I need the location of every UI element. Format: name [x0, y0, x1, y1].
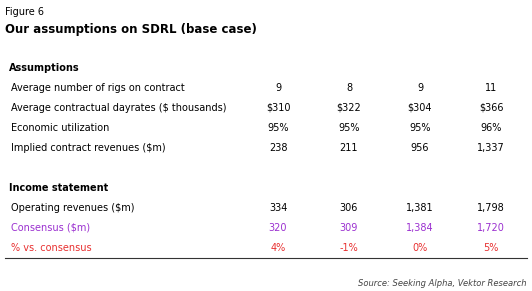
Text: 8: 8: [346, 83, 352, 93]
Text: Figure 6: Figure 6: [5, 7, 44, 17]
Text: 238: 238: [269, 143, 287, 153]
Text: Average number of rigs on contract: Average number of rigs on contract: [11, 83, 185, 93]
Text: Economic utilization: Economic utilization: [11, 123, 110, 133]
Text: $322: $322: [337, 103, 361, 113]
Text: 11: 11: [485, 83, 497, 93]
Text: Average contractual dayrates ($ thousands): Average contractual dayrates ($ thousand…: [11, 103, 227, 113]
Text: 956: 956: [411, 143, 429, 153]
Text: Income statement: Income statement: [9, 183, 108, 193]
Text: 309: 309: [340, 223, 358, 233]
Text: 9: 9: [275, 83, 281, 93]
Text: Our assumptions on SDRL (base case): Our assumptions on SDRL (base case): [5, 22, 257, 36]
Text: Source: Seeking Alpha, Vektor Research: Source: Seeking Alpha, Vektor Research: [359, 279, 527, 288]
Text: 1,720: 1,720: [477, 223, 505, 233]
Text: 1,384: 1,384: [406, 223, 434, 233]
Text: 211: 211: [340, 143, 358, 153]
Text: Assumptions: Assumptions: [9, 63, 80, 73]
Text: 1,381: 1,381: [406, 203, 434, 213]
Text: 9: 9: [417, 83, 423, 93]
Text: Operating revenues ($m): Operating revenues ($m): [11, 203, 135, 213]
Text: 306: 306: [340, 203, 358, 213]
Text: -1%: -1%: [339, 243, 359, 253]
Text: Consensus ($m): Consensus ($m): [11, 223, 90, 233]
Text: 2024F: 2024F: [402, 43, 438, 53]
Text: 4%: 4%: [270, 243, 286, 253]
Text: $366: $366: [479, 103, 503, 113]
Text: 95%: 95%: [267, 123, 289, 133]
Text: 0%: 0%: [412, 243, 428, 253]
Text: 1,798: 1,798: [477, 203, 505, 213]
Text: 2025F: 2025F: [473, 43, 509, 53]
Text: $310: $310: [266, 103, 290, 113]
Text: 320: 320: [269, 223, 287, 233]
Text: 95%: 95%: [409, 123, 431, 133]
Text: 96%: 96%: [480, 123, 502, 133]
Text: 3Q24F: 3Q24F: [259, 43, 297, 53]
Text: 4Q24F: 4Q24F: [330, 43, 368, 53]
Text: $304: $304: [408, 103, 432, 113]
Text: 334: 334: [269, 203, 287, 213]
Text: 5%: 5%: [484, 243, 499, 253]
Text: % vs. consensus: % vs. consensus: [11, 243, 92, 253]
Text: 95%: 95%: [338, 123, 360, 133]
Text: Implied contract revenues ($m): Implied contract revenues ($m): [11, 143, 165, 153]
Text: 1,337: 1,337: [477, 143, 505, 153]
